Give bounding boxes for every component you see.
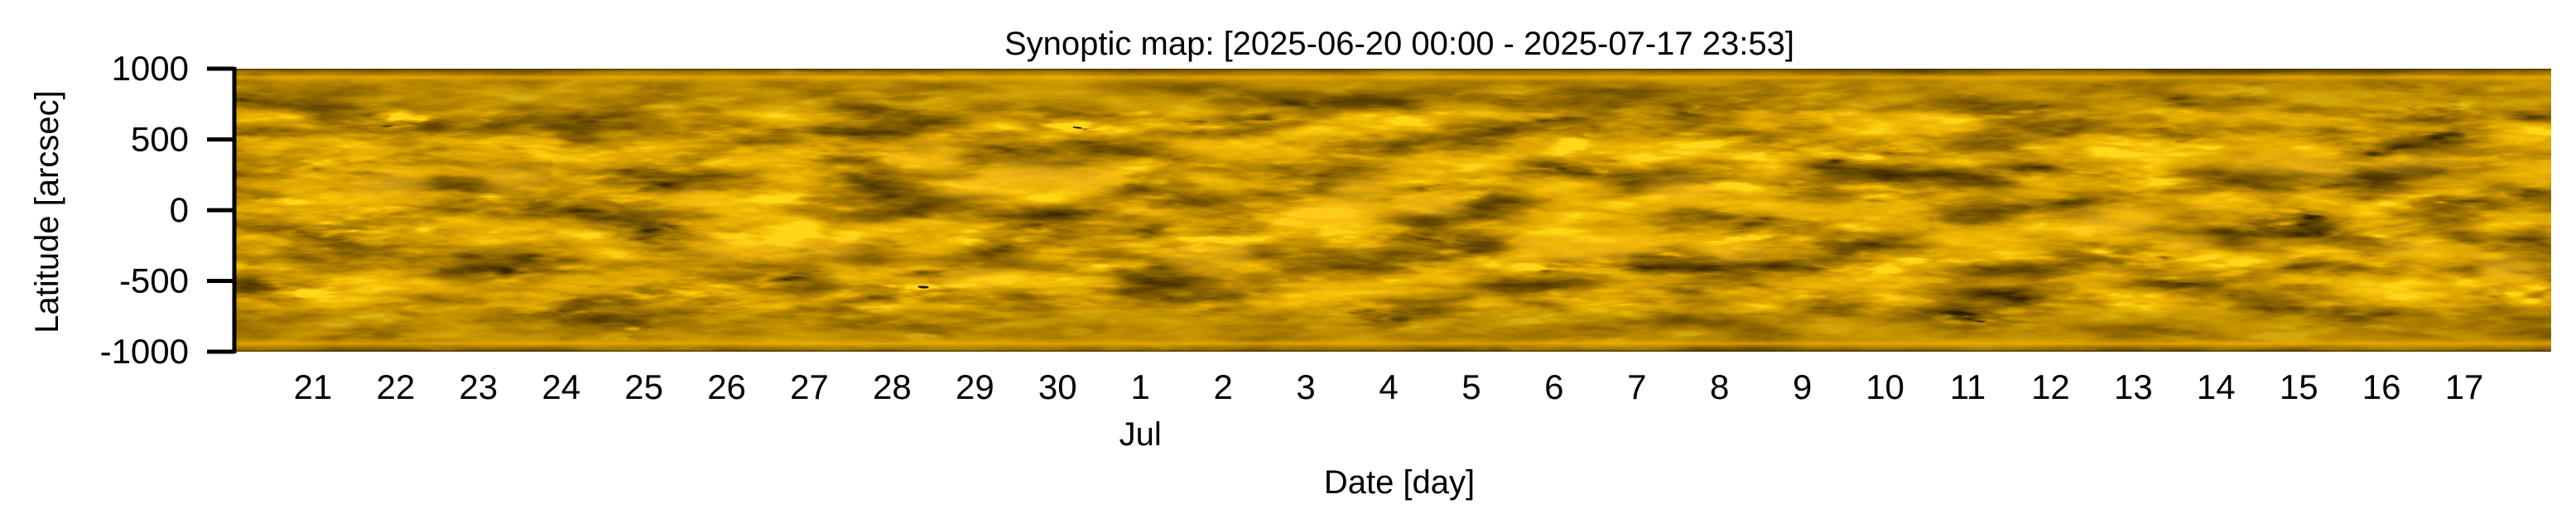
x-tick-label: 8 (1710, 367, 1729, 406)
x-tick-label: 25 (624, 367, 663, 406)
x-tick-label: 26 (707, 367, 746, 406)
x-tick-label: 6 (1544, 367, 1563, 406)
y-axis: 1000 500 0 -500 -1000 (100, 49, 237, 371)
x-tick-label: 3 (1296, 367, 1315, 406)
x-tick-label: 12 (2031, 367, 2070, 406)
x-tick-label: 15 (2280, 367, 2318, 406)
x-axis: 21 22 23 24 25 26 27 28 29 30 1 2 3 4 5 6 7 8 9 10 11 12 13 14 1… (294, 367, 2484, 406)
x-tick-label: 10 (1866, 367, 1904, 406)
x-tick-label: 7 (1627, 367, 1646, 406)
y-tick-label: -1000 (100, 332, 189, 371)
y-tick-label: 1000 (112, 49, 189, 88)
y-tick-label: -500 (119, 262, 189, 300)
y-tick-label: 0 (170, 190, 189, 229)
x-tick-label: 16 (2362, 367, 2401, 406)
x-tick-label: 23 (459, 367, 498, 406)
x-tick-label: 29 (956, 367, 994, 406)
x-tick-label: 14 (2197, 367, 2236, 406)
x-tick-label: 17 (2445, 367, 2484, 406)
x-tick-label: 9 (1793, 367, 1812, 406)
x-tick-label: 27 (790, 367, 829, 406)
x-tick-label: 30 (1038, 367, 1077, 406)
x-tick-label: 5 (1461, 367, 1481, 406)
chart-title: Synoptic map: [2025-06-20 00:00 - 2025-0… (1004, 26, 1794, 62)
y-axis-label: Latitude [arcsec] (29, 90, 65, 333)
x-tick-label: 1 (1131, 367, 1150, 406)
x-tick-label: 22 (376, 367, 415, 406)
x-tick-label: 4 (1379, 367, 1398, 406)
heatmap-image (234, 69, 2551, 352)
x-tick-label: 13 (2114, 367, 2153, 406)
x-tick-label: 21 (294, 367, 333, 406)
x-tick-label: 11 (1950, 367, 1986, 406)
y-tick-label: 500 (131, 120, 189, 159)
x-month-label: Jul (1119, 416, 1162, 453)
x-tick-label: 2 (1213, 367, 1232, 406)
x-axis-label: Date [day] (1324, 464, 1475, 501)
x-tick-label: 28 (873, 367, 912, 406)
x-tick-label: 24 (542, 367, 580, 406)
